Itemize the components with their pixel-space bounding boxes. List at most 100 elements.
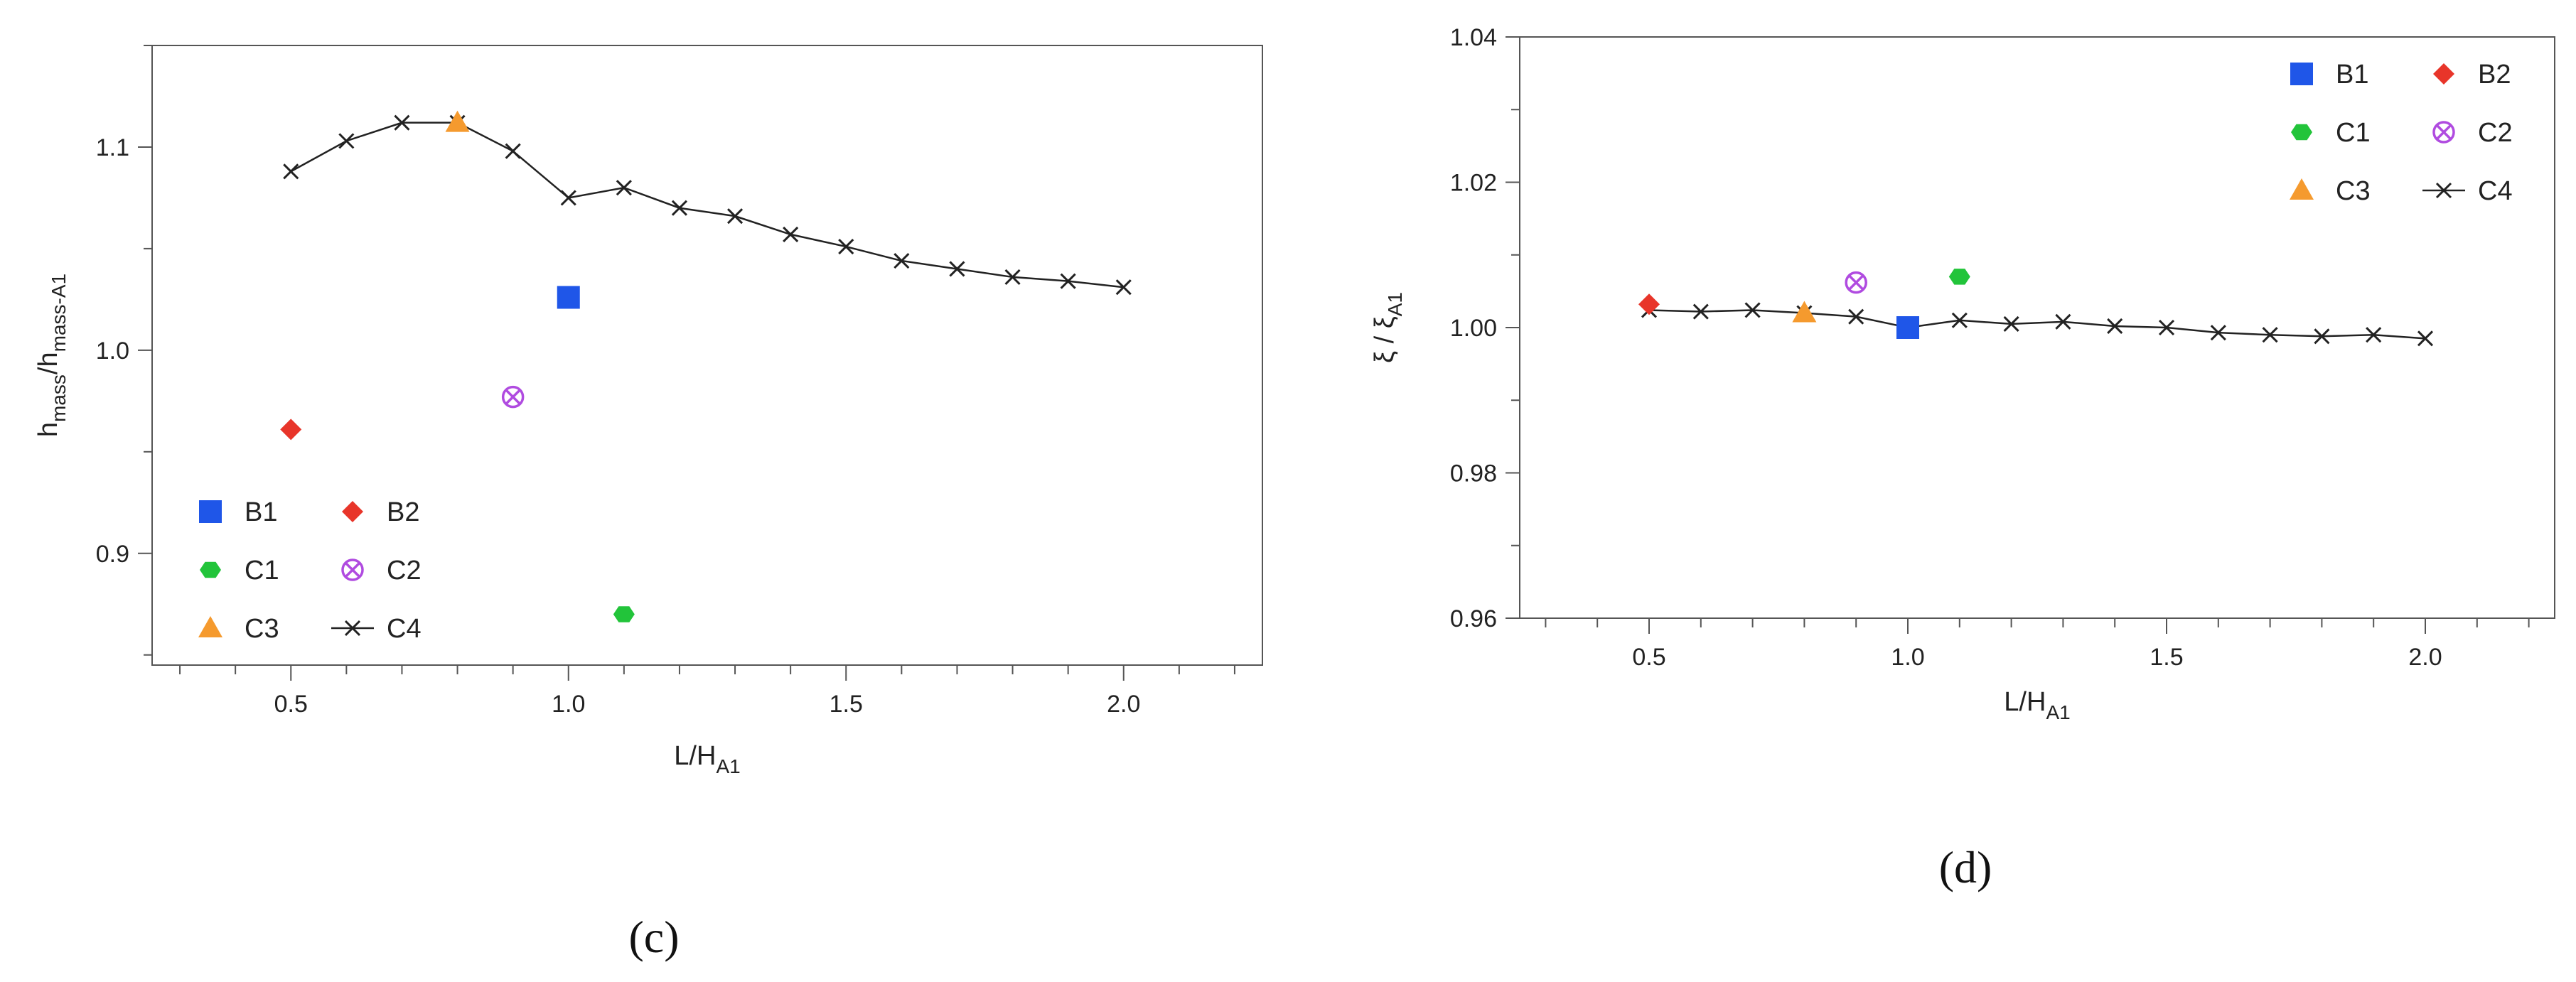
point-C4 xyxy=(671,200,688,216)
series-B2 xyxy=(280,419,302,441)
point-C4 xyxy=(2158,319,2175,336)
point-C4 xyxy=(616,180,632,196)
y-tick-label: 1.02 xyxy=(1450,170,1497,197)
point-C4 xyxy=(1060,273,1076,289)
legend-label-C2: C2 xyxy=(2478,118,2513,148)
point-C4 xyxy=(1744,302,1761,318)
point-C4 xyxy=(2210,325,2226,341)
point-C1 xyxy=(1948,269,1970,285)
plot-frame-c xyxy=(151,45,1263,666)
y-tick-label: 0.98 xyxy=(1450,460,1497,487)
series-B1 xyxy=(557,286,580,309)
point-C4 xyxy=(2366,327,2382,343)
series-C4 xyxy=(1641,302,2434,347)
legend-marker-C4 xyxy=(2435,182,2452,199)
x-tick-label: 1.0 xyxy=(1891,644,1924,671)
point-C2 xyxy=(1845,271,1867,294)
point-C4 xyxy=(2417,330,2434,347)
legend-marker-C1 xyxy=(2291,124,2312,141)
series-C4 xyxy=(283,114,1132,296)
point-C4 xyxy=(726,208,744,225)
point-C4 xyxy=(949,261,965,277)
x-tick-label: 1.5 xyxy=(830,691,863,718)
series-C2 xyxy=(1845,271,1867,294)
x-axis-label: L/HA1 xyxy=(2004,687,2070,723)
point-B1 xyxy=(1896,316,1919,339)
point-C4 xyxy=(1004,269,1021,285)
legend-marker-C1 xyxy=(200,561,221,578)
legend-label-B1: B1 xyxy=(2336,60,2368,90)
point-B1 xyxy=(557,286,580,309)
legend-label-C4: C4 xyxy=(2478,176,2513,206)
legend-label-C3: C3 xyxy=(245,614,279,644)
point-C4 xyxy=(2314,328,2330,345)
x-tick-label: 1.5 xyxy=(2150,644,2183,671)
point-C4 xyxy=(1692,303,1709,320)
legend-label-B2: B2 xyxy=(387,497,419,527)
chart-c: 0.5 1.0 1.5 2.0 0.9 1.0 1.1 L/HA1 hmass/hmass-A1… xyxy=(33,45,1263,962)
legend-marker-B1 xyxy=(2290,63,2313,85)
series-C1 xyxy=(613,606,635,622)
series-line-C4 xyxy=(1648,309,2426,340)
series-line-C4 xyxy=(290,122,1124,288)
point-C4 xyxy=(2055,313,2071,330)
legend-label-C2: C2 xyxy=(387,556,422,586)
y-tick-label: 0.9 xyxy=(96,541,129,568)
point-C3 xyxy=(445,110,470,132)
point-C4 xyxy=(394,114,410,131)
legend-marker-C3 xyxy=(198,616,222,637)
y-axis-label: hmass/hmass-A1 xyxy=(33,274,70,437)
legend-marker-C4 xyxy=(344,620,361,637)
panel-label-c: (c) xyxy=(628,912,679,962)
series-C3 xyxy=(1792,301,1817,323)
y-tick-label: 1.0 xyxy=(96,338,129,365)
legend-marker-B2 xyxy=(2433,63,2454,85)
y-tick-label: 1.00 xyxy=(1450,315,1497,342)
legend-marker-B2 xyxy=(342,501,363,522)
y-tick-label: 0.96 xyxy=(1450,605,1497,632)
x-tick-label: 1.0 xyxy=(552,691,585,718)
point-C4 xyxy=(338,133,355,149)
point-C4 xyxy=(283,163,299,180)
legend-label-C4: C4 xyxy=(387,614,422,644)
chart-d: 0.5 1.0 1.5 2.0 0.96 0.98 1.00 1.02 1.04 L/HA1 ξ /… xyxy=(1370,24,2555,892)
legend-label-C3: C3 xyxy=(2336,176,2371,206)
point-C4 xyxy=(2262,327,2278,343)
series-C3 xyxy=(445,110,470,132)
legend-d: B1 B2 C1 C2 C3 C4 xyxy=(2290,60,2513,206)
point-C4 xyxy=(838,238,854,255)
legend-marker-B1 xyxy=(199,500,222,523)
legend-marker-C2 xyxy=(341,559,364,581)
legend-c: B1 B2 C1 C2 C3 C4 xyxy=(198,497,422,644)
legend-marker-C3 xyxy=(2290,178,2314,200)
point-C4 xyxy=(1848,308,1864,325)
x-tick-label: 2.0 xyxy=(1107,691,1140,718)
y-axis-label: ξ / ξA1 xyxy=(1370,292,1406,363)
point-C4 xyxy=(2003,315,2019,332)
x-tick-label: 0.5 xyxy=(1632,644,1665,671)
point-C4 xyxy=(2107,318,2123,335)
point-C3 xyxy=(1792,301,1817,323)
point-B2 xyxy=(1638,293,1660,315)
legend-label-C1: C1 xyxy=(245,556,279,586)
legend-label-B1: B1 xyxy=(245,497,277,527)
point-C4 xyxy=(1951,312,1968,328)
x-tick-label: 2.0 xyxy=(2408,644,2442,671)
point-C1 xyxy=(613,606,635,622)
x-axis-label: L/HA1 xyxy=(674,741,740,777)
point-C4 xyxy=(1115,279,1132,296)
point-C4 xyxy=(783,226,799,242)
series-B1 xyxy=(1896,316,1919,339)
series-C1 xyxy=(1948,269,1970,285)
point-C2 xyxy=(501,385,525,409)
series-C2 xyxy=(501,385,525,409)
y-tick-label: 1.1 xyxy=(96,134,129,161)
point-C4 xyxy=(893,252,910,269)
point-C4 xyxy=(505,143,521,159)
x-tick-label: 0.5 xyxy=(274,691,308,718)
legend-label-C1: C1 xyxy=(2336,118,2371,148)
point-B2 xyxy=(280,419,302,441)
y-tick-label: 1.04 xyxy=(1450,24,1497,51)
plot-frame-d xyxy=(1519,36,2555,619)
legend-marker-C2 xyxy=(2432,121,2455,144)
